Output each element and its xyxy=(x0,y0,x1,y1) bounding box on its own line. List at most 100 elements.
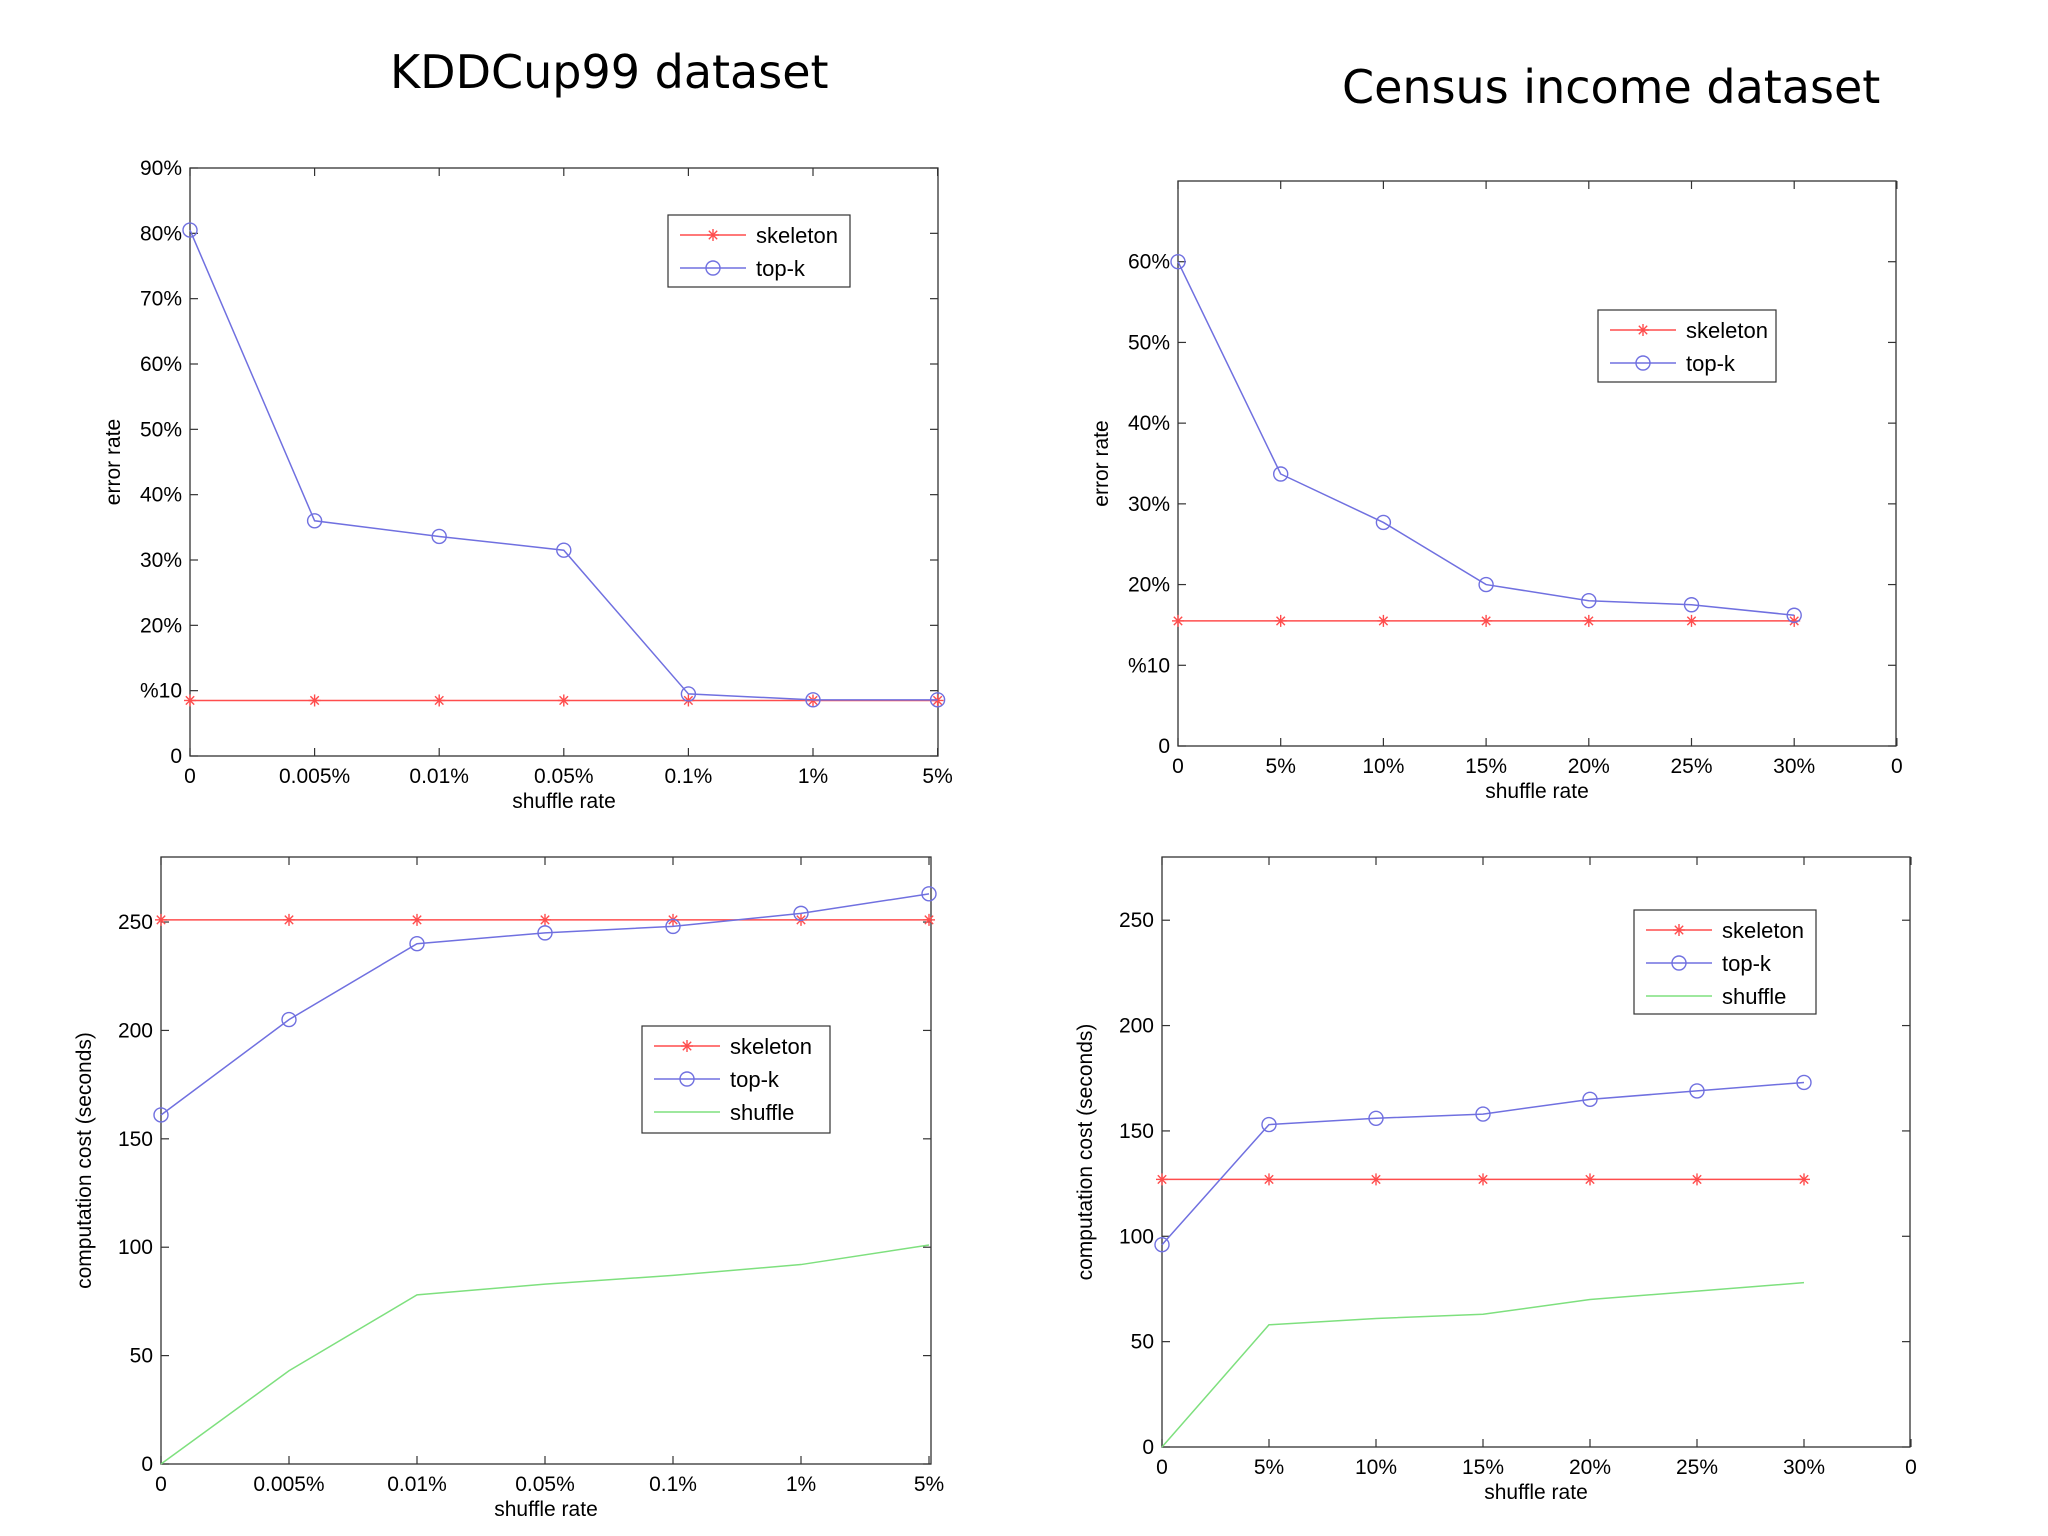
y-tick-label: 0 xyxy=(1142,1436,1154,1459)
legend-box xyxy=(1597,309,1777,383)
x-tick-label: 5% xyxy=(914,1473,944,1496)
x-tick-label: 30% xyxy=(1773,755,1815,778)
data-point-skeleton xyxy=(1584,1173,1596,1186)
x-tick-label: 1% xyxy=(798,765,828,788)
legend: skeleton top-k shuffle xyxy=(1633,909,1817,1015)
legend-box xyxy=(667,214,851,288)
legend-label-top-k: top-k xyxy=(1722,951,1772,976)
x-tick-label: 0 xyxy=(1905,1456,1917,1479)
chart-kdd-cost: 0 50 100 150 200 250 0 0.005% 0.01% 0.05% 0.1% 1% 5%… xyxy=(73,856,944,1521)
y-axis-label: computation cost (seconds) xyxy=(1074,1024,1097,1281)
x-tick-label: 0.05% xyxy=(515,1473,575,1496)
y-tick-label: 80% xyxy=(140,222,182,245)
x-tick-label: 0.005% xyxy=(253,1473,324,1496)
y-tick-label: 150 xyxy=(1119,1120,1154,1143)
x-tick-label: 15% xyxy=(1465,755,1507,778)
x-tick-label: 0.01% xyxy=(409,765,469,788)
data-point-top-k xyxy=(153,1107,169,1123)
plot-area xyxy=(160,856,932,1465)
legend-label-top-k: top-k xyxy=(756,256,806,281)
data-point-top-k xyxy=(1689,1083,1705,1099)
legend-marker-skeleton xyxy=(1637,324,1649,336)
y-tick-label: 40% xyxy=(1128,412,1170,435)
plot-area xyxy=(1177,180,1897,747)
data-point-top-k xyxy=(431,528,447,545)
legend-label-top-k: top-k xyxy=(730,1067,780,1092)
y-tick-label: %10 xyxy=(140,680,182,703)
y-tick-label: 20% xyxy=(140,614,182,637)
y-tick-label: 200 xyxy=(1119,1015,1154,1038)
y-tick-label: 250 xyxy=(1119,909,1154,932)
data-point-top-k xyxy=(805,692,821,708)
data-point-skeleton xyxy=(411,913,423,926)
data-point-skeleton xyxy=(1477,1173,1489,1186)
y-tick-label: %10 xyxy=(1128,654,1170,677)
data-point-top-k xyxy=(680,686,697,702)
data-point-top-k xyxy=(1154,1237,1170,1253)
data-point-top-k xyxy=(1375,514,1392,531)
data-point-skeleton xyxy=(1377,614,1390,627)
series-line-shuffle xyxy=(160,1244,930,1465)
data-point-skeleton xyxy=(1691,1173,1703,1186)
x-tick-label: 30% xyxy=(1783,1456,1825,1479)
y-tick-label: 50 xyxy=(130,1345,153,1368)
y-tick-label: 100 xyxy=(1119,1225,1154,1248)
y-tick-label: 60% xyxy=(140,353,182,376)
chart-kdd-error: 0 %10 20% 30% 40% 50% 60% 70% 80% 90% 0 0.005% 0.01%… xyxy=(102,157,953,813)
data-point-top-k xyxy=(1796,1074,1812,1091)
data-point-skeleton xyxy=(557,694,570,707)
x-tick-label: 10% xyxy=(1362,755,1404,778)
series-line-top-k xyxy=(160,893,930,1116)
x-tick-label: 0 xyxy=(155,1473,167,1496)
data-point-skeleton xyxy=(539,913,551,926)
x-tick-label: 10% xyxy=(1355,1456,1397,1479)
data-point-top-k xyxy=(793,905,809,922)
data-point-skeleton xyxy=(283,913,295,926)
chart-title-census-income: Census income dataset xyxy=(1342,60,1881,114)
data-point-top-k xyxy=(1581,593,1597,609)
data-point-skeleton xyxy=(1798,1173,1810,1186)
x-tick-label: 0.1% xyxy=(649,1473,697,1496)
series-line-top-k xyxy=(1161,1081,1805,1246)
x-tick-label: 15% xyxy=(1462,1456,1504,1479)
legend-label-skeleton: skeleton xyxy=(1722,918,1804,943)
data-point-skeleton xyxy=(308,694,321,707)
data-point-skeleton xyxy=(155,913,167,926)
x-tick-label: 5% xyxy=(1266,755,1296,778)
data-point-top-k xyxy=(556,542,572,558)
data-point-top-k xyxy=(665,918,681,935)
data-point-skeleton xyxy=(1274,614,1287,627)
data-point-top-k xyxy=(1272,466,1289,482)
y-tick-label: 20% xyxy=(1128,574,1170,597)
data-point-top-k xyxy=(1368,1110,1384,1126)
chart-census-error: 0 %10 20% 30% 40% 50% 60% 0 5% 10% 15% 20% 25% 30% 0 sh… xyxy=(1090,180,1903,803)
legend-marker-skeleton xyxy=(681,1040,693,1052)
data-point-skeleton xyxy=(1370,1173,1382,1186)
chart-census-cost: 0 50 100 150 200 250 0 5% 10% 15% 20% 25% 30% 0 shuffl… xyxy=(1074,856,1917,1504)
x-tick-label: 0 xyxy=(184,765,196,788)
y-tick-label: 0 xyxy=(1158,735,1170,758)
x-tick-label: 0 xyxy=(1172,755,1184,778)
y-axis-label: error rate xyxy=(1090,420,1113,506)
legend: skeleton top-k shuffle xyxy=(641,1025,831,1134)
legend: skeleton top-k xyxy=(667,214,851,288)
legend-marker-top-k xyxy=(1671,955,1687,971)
legend-label-skeleton: skeleton xyxy=(1686,318,1768,343)
data-point-skeleton xyxy=(1156,1173,1168,1186)
legend-label-skeleton: skeleton xyxy=(756,223,838,248)
y-tick-label: 0 xyxy=(170,745,182,768)
data-point-top-k xyxy=(182,222,198,238)
data-point-top-k xyxy=(1786,607,1802,623)
x-tick-label: 25% xyxy=(1670,755,1712,778)
y-tick-label: 30% xyxy=(1128,493,1170,516)
legend-marker-skeleton xyxy=(707,229,719,241)
series-line-top-k xyxy=(1177,261,1795,616)
y-tick-label: 50% xyxy=(1128,331,1170,354)
legend-label-shuffle: shuffle xyxy=(730,1100,794,1125)
data-point-top-k xyxy=(1170,254,1186,270)
x-tick-label: 20% xyxy=(1569,1456,1611,1479)
y-tick-label: 50% xyxy=(140,418,182,441)
y-axis-label: computation cost (seconds) xyxy=(73,1032,96,1289)
data-point-skeleton xyxy=(433,694,446,707)
